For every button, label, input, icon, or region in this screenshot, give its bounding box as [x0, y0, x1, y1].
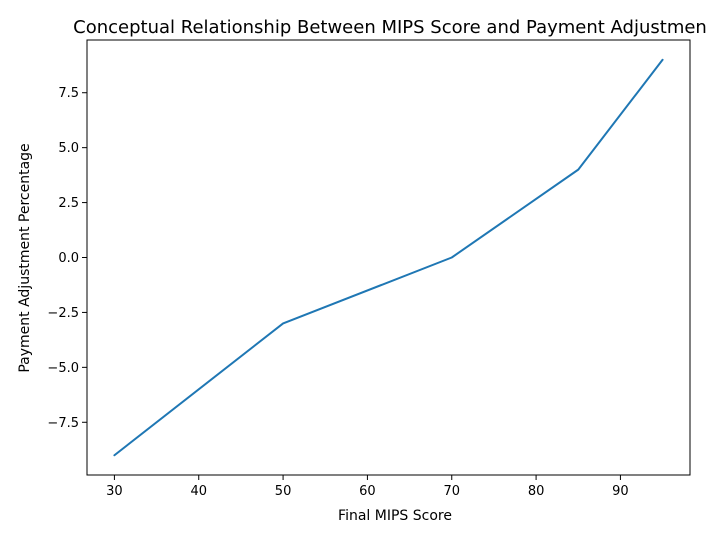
x-tick-label: 60 [359, 484, 376, 499]
y-tick-label: 0.0 [58, 251, 79, 266]
x-tick-label: 90 [612, 484, 629, 499]
y-axis: −7.5 −5.0 −2.5 0.0 2.5 5.0 7.5 [47, 86, 87, 431]
y-tick-label: 7.5 [58, 86, 79, 101]
chart-title: Conceptual Relationship Between MIPS Sco… [73, 17, 707, 38]
x-tick-label: 50 [275, 484, 292, 499]
y-axis-label: Payment Adjustment Percentage [17, 143, 33, 372]
y-tick-label: 2.5 [58, 196, 79, 211]
x-tick-label: 80 [528, 484, 545, 499]
y-tick-label: −2.5 [47, 306, 79, 321]
x-axis: 30 40 50 60 70 80 90 [106, 475, 629, 499]
x-tick-label: 30 [106, 484, 123, 499]
y-tick-label: 5.0 [58, 141, 79, 156]
series-line-0 [113, 58, 664, 457]
axes-frame [86, 39, 691, 476]
series-layer [113, 58, 664, 457]
x-tick-label: 70 [443, 484, 460, 499]
y-tick-label: −5.0 [47, 361, 79, 376]
x-tick-label: 40 [190, 484, 207, 499]
x-axis-label: Final MIPS Score [338, 508, 452, 524]
plot-area: 30 40 50 60 70 80 90 −7.5 −5.0 −2.5 0.0 2.5 5.0 7.5 [47, 39, 691, 499]
y-tick-label: −7.5 [47, 416, 79, 431]
